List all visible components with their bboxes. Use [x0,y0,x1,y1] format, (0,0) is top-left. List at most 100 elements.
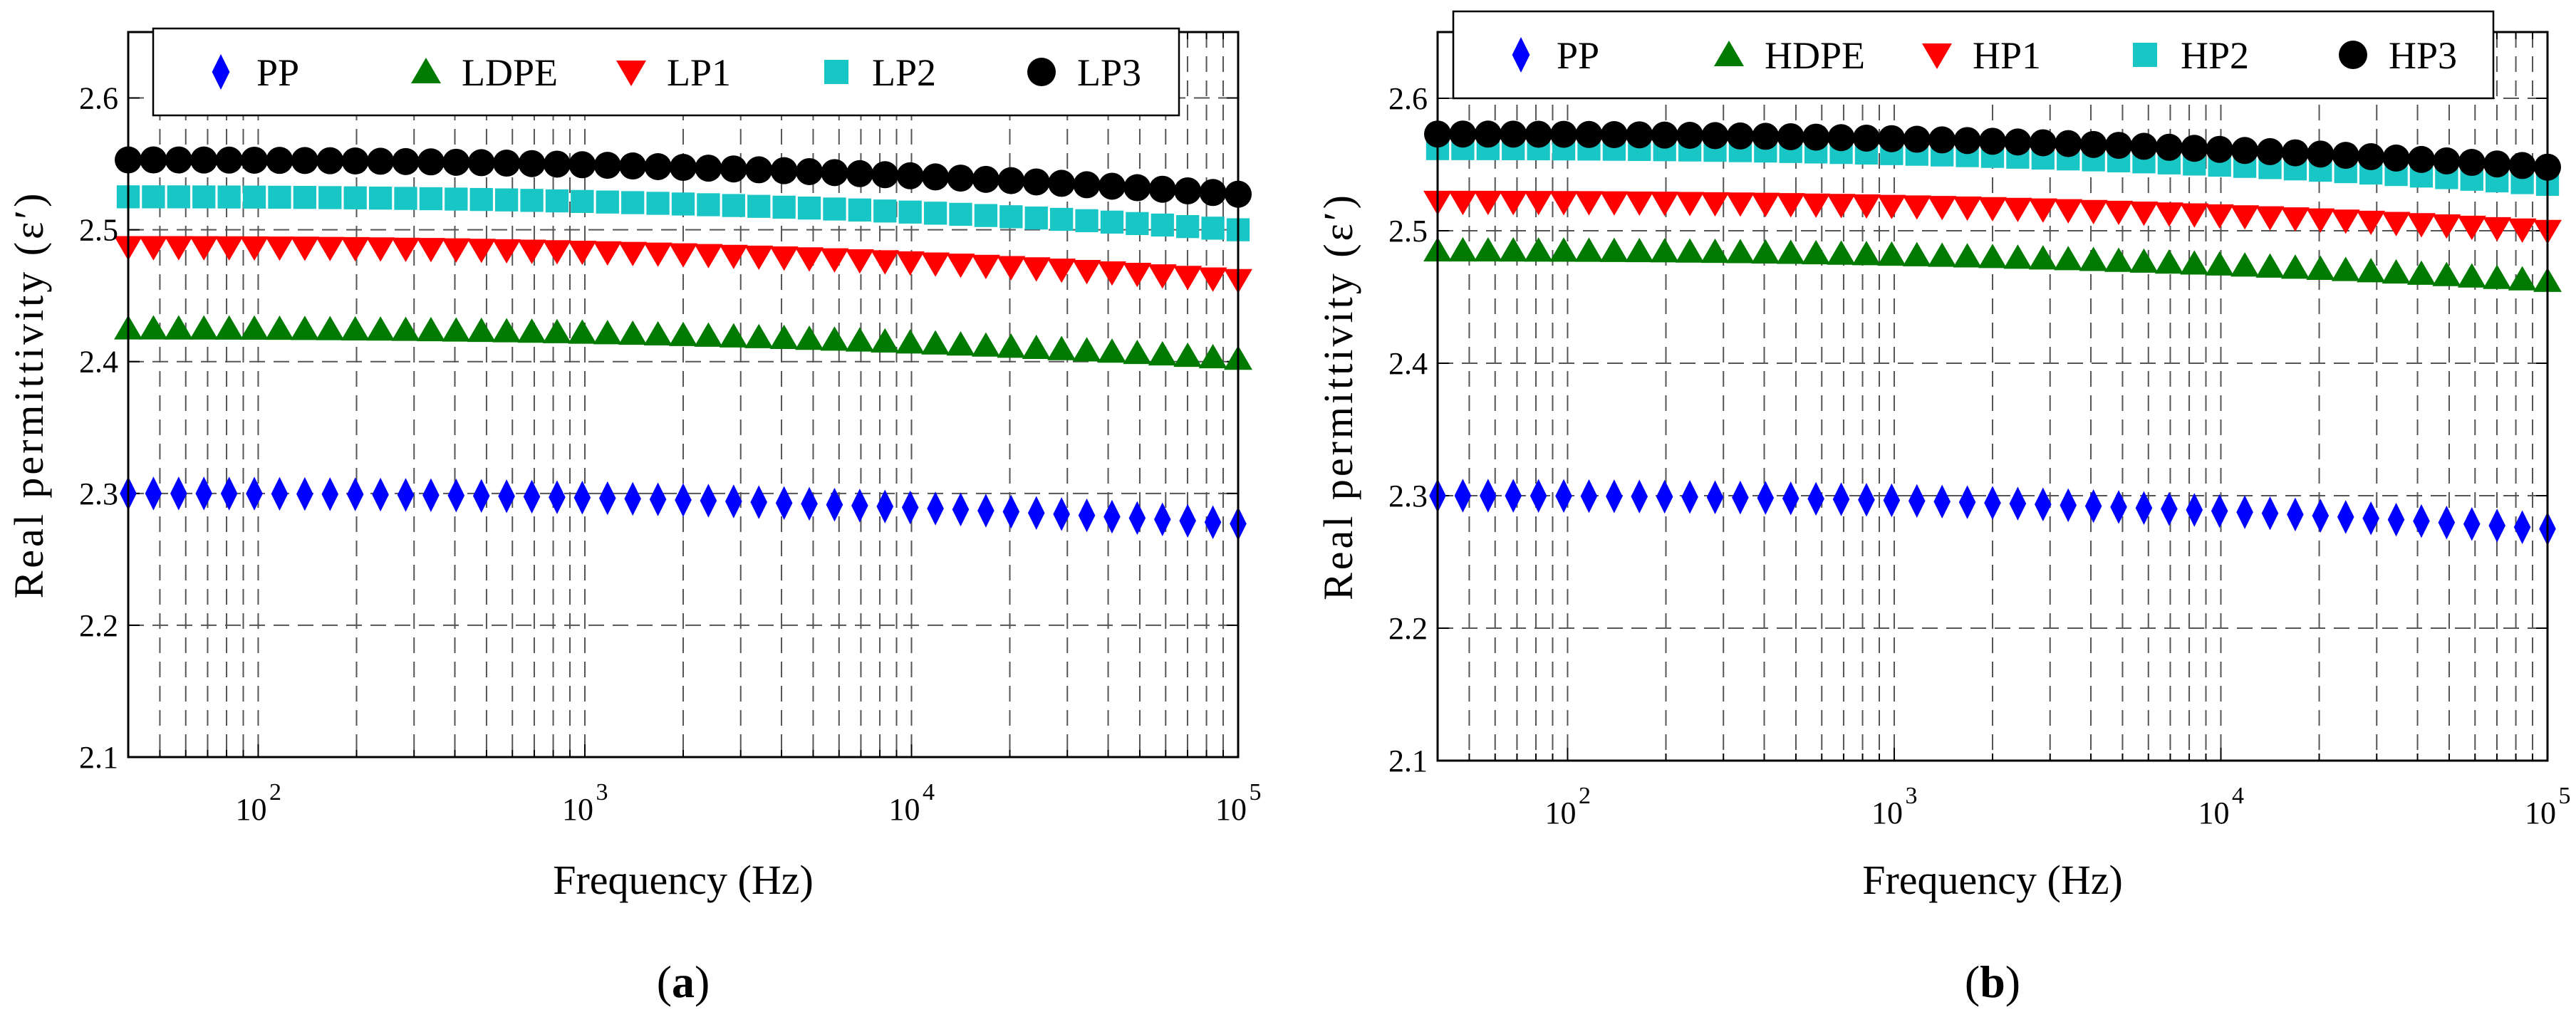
data-point-hp1 [2054,199,2083,224]
y-tick-label: 2.5 [79,213,118,248]
data-point-lp3 [821,159,848,187]
data-point-ldpe [1047,335,1076,360]
data-point-pp [2463,507,2481,541]
data-point-lp3 [619,152,647,180]
data-point-hp3 [1777,122,1804,150]
data-point-pp [2186,493,2203,527]
data-point-pp [1832,482,1850,516]
data-point-ldpe [543,318,571,343]
data-point-hp3 [1449,120,1477,148]
data-point-lp3 [720,155,747,183]
data-point-hdpe [2357,258,2386,283]
data-point-hp1 [2129,202,2159,226]
data-point-pp [1606,479,1623,514]
data-point-pp [649,482,667,516]
data-point-ldpe [568,319,597,344]
x-tick-exponent: 3 [1905,783,1917,809]
data-point-pp [1128,501,1146,536]
y-tick-label: 2.6 [79,81,118,116]
data-point-hdpe [2003,244,2032,269]
data-point-lp3 [266,147,294,174]
data-point-hp3 [1626,121,1653,149]
data-point-ldpe [139,315,168,340]
legend-label: HP2 [2181,34,2249,77]
data-point-lp1 [694,244,723,269]
data-point-lp2 [445,187,468,211]
data-point-pp [1078,498,1096,533]
data-point-pp [447,478,465,513]
data-point-hp3 [2433,147,2461,174]
x-tick-label: 10 4 [2198,783,2244,830]
data-point-hp3 [1903,125,1931,153]
data-point-hdpe [1802,239,1831,265]
data-point-lp3 [467,149,495,177]
data-point-pp [1555,479,1572,514]
data-point-lp3 [1098,172,1126,200]
data-point-pp [1883,483,1901,518]
x-axis-title: Frequency (Hz) [1862,857,2123,903]
data-point-hp1 [1953,196,1982,221]
data-point-lp3 [922,163,950,191]
legend-item-hp2: HP2 [2133,34,2249,77]
series-pp [120,476,1247,541]
legend-marker-hdpe [1714,41,1744,66]
data-point-ldpe [1072,337,1101,362]
data-point-hp1 [1902,195,1931,220]
data-point-ldpe [416,316,445,342]
data-point-ldpe [467,317,496,343]
y-tick-label: 2.5 [1388,214,1428,249]
data-point-lp3 [543,150,571,178]
data-point-hp1 [2255,206,2285,231]
data-point-lp2 [343,186,367,209]
data-point-lp2 [974,204,998,227]
data-point-pp [1782,481,1799,516]
data-point-pp [170,476,187,511]
panel-label: (a) [657,956,710,1007]
data-point-lp3 [1048,170,1076,197]
data-point-lp1 [316,236,345,261]
data-point-pp [1027,496,1045,530]
series-hp3 [1424,120,2561,181]
data-point-pp [523,479,541,514]
data-point-hdpe [2180,250,2209,275]
data-point-hdpe [1625,237,1654,263]
x-tick-label: 10 3 [562,779,608,827]
data-point-lp2 [999,205,1023,229]
y-tick-label: 2.4 [79,345,118,380]
x-tick-base: 10 [1544,796,1576,830]
legend-item-lp3: LP3 [1027,51,1141,94]
data-point-pp [472,479,490,513]
data-point-ldpe [1123,339,1152,365]
data-point-lp2 [898,200,922,224]
data-point-hp1 [1978,197,2007,221]
data-point-hp3 [1953,127,1981,155]
data-point-hp3 [1676,122,1704,150]
data-point-hp1 [1524,191,1553,216]
data-point-lp2 [722,194,745,217]
data-point-lp1 [214,236,244,261]
data-point-pp [2513,510,2531,544]
data-point-lp3 [770,157,798,184]
data-point-hp3 [1726,122,1754,150]
chart-panel-a: 2.12.22.32.42.52.610 2 10 3 10 4 10 5Frequency … [6,27,1262,1007]
data-point-lp3 [972,165,999,193]
data-point-lp2 [167,185,190,209]
data-point-lp1 [416,238,445,263]
legend-marker-hp1 [1922,43,1952,69]
data-point-hdpe [1978,244,2007,269]
data-point-ldpe [492,318,521,343]
data-point-ldpe [1148,340,1177,366]
data-point-ldpe [1173,342,1203,367]
data-point-hp1 [1625,191,1654,217]
x-tick-base: 10 [562,792,593,827]
data-point-pp [1984,486,2001,520]
data-point-pp [598,481,616,516]
data-point-hp1 [2230,205,2260,230]
data-point-lp1 [442,238,471,263]
data-point-pp [624,481,641,516]
data-point-lp1 [669,243,697,268]
data-point-ldpe [921,330,950,355]
data-point-pp [801,486,818,521]
